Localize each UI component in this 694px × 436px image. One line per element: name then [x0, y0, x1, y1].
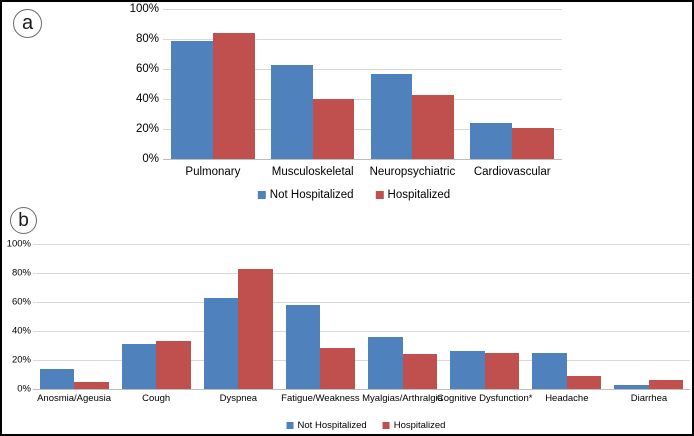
- gridline: [33, 302, 690, 303]
- x-axis-category-label: Pulmonary: [185, 166, 241, 178]
- x-axis-category-label: Neuropsychiatric: [369, 166, 456, 178]
- bar-not-hospitalized-pulmonary: [171, 40, 213, 159]
- y-axis-tick-label: 100%: [6, 238, 31, 250]
- legend-label-hospitalized: Hospitalized: [393, 420, 446, 431]
- legend-label-not-hospitalized: Not Hospitalized: [297, 420, 367, 431]
- x-axis-category-label: Anosmia/Ageusia: [37, 393, 112, 404]
- x-axis-category-label: Cough: [142, 393, 171, 404]
- y-axis-tick-label: 20%: [11, 354, 31, 366]
- gridline: [163, 69, 562, 70]
- y-axis-tick-label: 0%: [142, 153, 159, 165]
- gridline: [33, 244, 690, 245]
- legend-swatch-icon-hospitalized: [382, 422, 390, 429]
- y-axis-tick-label: 40%: [135, 93, 159, 105]
- gridline: [33, 389, 690, 390]
- bar-not-hospitalized-headache: [532, 352, 567, 390]
- bar-hospitalized-myalgias-arthralgia: [402, 354, 438, 389]
- bar-hospitalized-pulmonary: [212, 33, 255, 159]
- bar-not-hospitalized-neuropsychiatric: [370, 73, 413, 159]
- gridline: [163, 39, 562, 40]
- bar-not-hospitalized-diarrhea: [614, 384, 649, 389]
- panel-a-letter-badge: a: [13, 9, 42, 38]
- bar-hospitalized-fatigue-weakness: [320, 348, 355, 389]
- y-axis-tick-label: 0%: [17, 383, 31, 395]
- x-axis-category-label: Cognitive Dysfunction*: [436, 393, 533, 404]
- legend-label-hospitalized: Hospitalized: [387, 189, 451, 201]
- legend-label-not-hospitalized: Not Hospitalized: [269, 189, 354, 201]
- y-axis-tick-label: 80%: [11, 267, 31, 279]
- legend-item-hospitalized: Hospitalized: [382, 420, 446, 431]
- legend-item-not-hospitalized: Not Hospitalized: [257, 189, 354, 201]
- legend-swatch-icon-not-hospitalized: [286, 422, 294, 429]
- x-axis-category-label: Fatigue/Weakness: [281, 393, 360, 404]
- legend-item-hospitalized: Hospitalized: [375, 189, 451, 201]
- x-axis-category-label: Dyspnea: [219, 393, 258, 404]
- legend-swatch-icon-hospitalized: [375, 191, 384, 199]
- gridline: [163, 9, 562, 10]
- x-axis-category-label: Cardiovascular: [473, 166, 551, 178]
- bar-not-hospitalized-cognitive-dysfunction: [450, 351, 485, 389]
- bar-not-hospitalized-dyspnea: [203, 297, 239, 389]
- gridline: [163, 99, 562, 100]
- gridline: [33, 360, 690, 361]
- panel-b-letter-badge: b: [10, 207, 37, 234]
- bar-not-hospitalized-musculoskeletal: [270, 64, 313, 159]
- bar-hospitalized-cardiovascular: [512, 127, 554, 159]
- bar-hospitalized-cognitive-dysfunction: [484, 352, 520, 390]
- y-axis-tick-label: 40%: [11, 325, 31, 337]
- gridline: [33, 331, 690, 332]
- legend-panel-b: Not Hospitalized Hospitalized: [286, 420, 446, 431]
- bar-not-hospitalized-myalgias-arthralgia: [368, 336, 403, 389]
- bar-hospitalized-headache: [566, 375, 602, 389]
- x-axis-category-label: Headache: [545, 393, 589, 404]
- x-axis-category-label: Musculoskeletal: [271, 166, 354, 178]
- legend-swatch-icon-not-hospitalized: [257, 191, 266, 199]
- bar-hospitalized-anosmia-ageusia: [74, 381, 109, 390]
- bar-hospitalized-cough: [156, 341, 191, 389]
- gridline: [163, 159, 562, 160]
- gridline: [33, 273, 690, 274]
- y-axis-tick-label: 100%: [129, 3, 159, 15]
- bar-not-hospitalized-cough: [121, 344, 157, 390]
- bar-not-hospitalized-fatigue-weakness: [285, 304, 321, 389]
- y-axis-tick-label: 60%: [135, 63, 159, 75]
- y-axis-tick-label: 20%: [135, 123, 159, 135]
- bar-not-hospitalized-anosmia-ageusia: [39, 368, 75, 389]
- x-axis-category-label: Diarrhea: [630, 393, 668, 404]
- y-axis-tick-label: 60%: [11, 296, 31, 308]
- bar-hospitalized-neuropsychiatric: [412, 94, 455, 159]
- x-axis-category-label: Myalgias/Arthralgia: [362, 393, 443, 404]
- bar-hospitalized-musculoskeletal: [312, 99, 355, 159]
- legend-panel-a: Not Hospitalized Hospitalized: [257, 189, 451, 201]
- gridline: [163, 129, 562, 130]
- bar-not-hospitalized-cardiovascular: [470, 123, 513, 159]
- bar-hospitalized-dyspnea: [238, 268, 273, 389]
- y-axis-tick-label: 80%: [135, 33, 159, 45]
- bar-hospitalized-diarrhea: [648, 380, 684, 389]
- legend-item-not-hospitalized: Not Hospitalized: [286, 420, 367, 431]
